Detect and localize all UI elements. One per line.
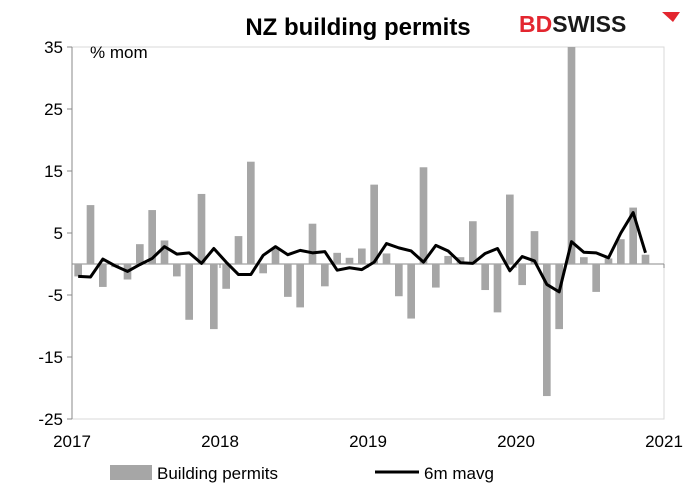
bar (222, 264, 230, 289)
legend: Building permits 6m mavg (110, 464, 494, 483)
bar (456, 257, 465, 264)
bar (160, 240, 169, 264)
bar (629, 207, 637, 264)
y-tick-label: 25 (44, 100, 63, 119)
y-tick-label: -15 (38, 348, 63, 367)
y-tick-label: -5 (48, 286, 63, 305)
bar (234, 236, 243, 264)
bar (543, 264, 551, 397)
brand-logo-mark (662, 12, 680, 22)
bar (419, 167, 428, 264)
bar (210, 264, 218, 330)
bar (99, 264, 107, 287)
x-tick-label: 2020 (497, 432, 535, 451)
bar (555, 264, 563, 330)
y-axis: -25 -15 -5 5 15 25 35 (38, 38, 73, 429)
legend-label-bars: Building permits (157, 464, 278, 483)
bar (432, 264, 440, 288)
legend-swatch-bars (110, 465, 152, 480)
x-tick-label: 2021 (645, 432, 683, 451)
x-tick-label: 2019 (349, 432, 387, 451)
brand-logo-text-swiss: SWISS (552, 11, 626, 37)
series-line (78, 211, 647, 294)
bar (173, 264, 181, 277)
bar (395, 264, 403, 297)
bar (493, 264, 502, 313)
bar (185, 264, 193, 320)
bar (518, 264, 526, 286)
bar (333, 252, 341, 264)
bar (506, 194, 514, 264)
y-unit-label: % mom (90, 43, 148, 62)
bar (358, 248, 366, 264)
bar (370, 184, 378, 264)
bar (604, 258, 613, 264)
bar (321, 264, 329, 287)
bar (481, 264, 489, 291)
line-series (78, 211, 647, 294)
brand-logo-text: BDSWISS (519, 11, 626, 37)
bar (407, 264, 415, 319)
bar (136, 244, 144, 264)
bar (567, 47, 576, 264)
y-tick-label: 35 (44, 38, 63, 57)
x-tick-label: 2018 (201, 432, 239, 451)
y-tick-label: -25 (38, 410, 63, 429)
y-tick-label: 5 (54, 224, 63, 243)
bar (86, 205, 95, 264)
bar (296, 264, 304, 308)
bar (530, 231, 539, 264)
bar (382, 253, 391, 264)
bar (641, 254, 650, 264)
bar (197, 193, 206, 264)
bar (259, 264, 267, 274)
bar-series (74, 47, 650, 397)
bar (592, 264, 600, 292)
bar (74, 264, 82, 277)
brand-logo-text-bd: BD (519, 11, 552, 37)
chart-title: NZ building permits (245, 14, 470, 41)
bar (148, 210, 156, 264)
bar (580, 257, 588, 264)
bar (308, 223, 317, 264)
brand-logo: BDSWISS (519, 11, 680, 37)
x-axis: 2017 2018 2019 2020 2021 (53, 263, 683, 451)
bar (617, 239, 625, 264)
legend-label-line: 6m mavg (424, 464, 494, 483)
bar (271, 247, 280, 264)
x-tick-label: 2017 (53, 432, 91, 451)
bar (469, 221, 477, 264)
bar (444, 255, 452, 264)
bar (247, 161, 255, 264)
y-tick-label: 15 (44, 162, 63, 181)
bar (284, 264, 292, 297)
bar (345, 257, 354, 264)
